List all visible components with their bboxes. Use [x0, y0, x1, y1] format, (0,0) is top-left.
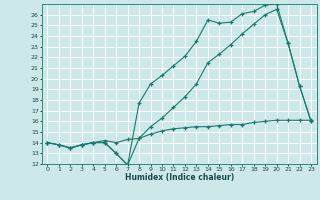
X-axis label: Humidex (Indice chaleur): Humidex (Indice chaleur) — [124, 173, 234, 182]
